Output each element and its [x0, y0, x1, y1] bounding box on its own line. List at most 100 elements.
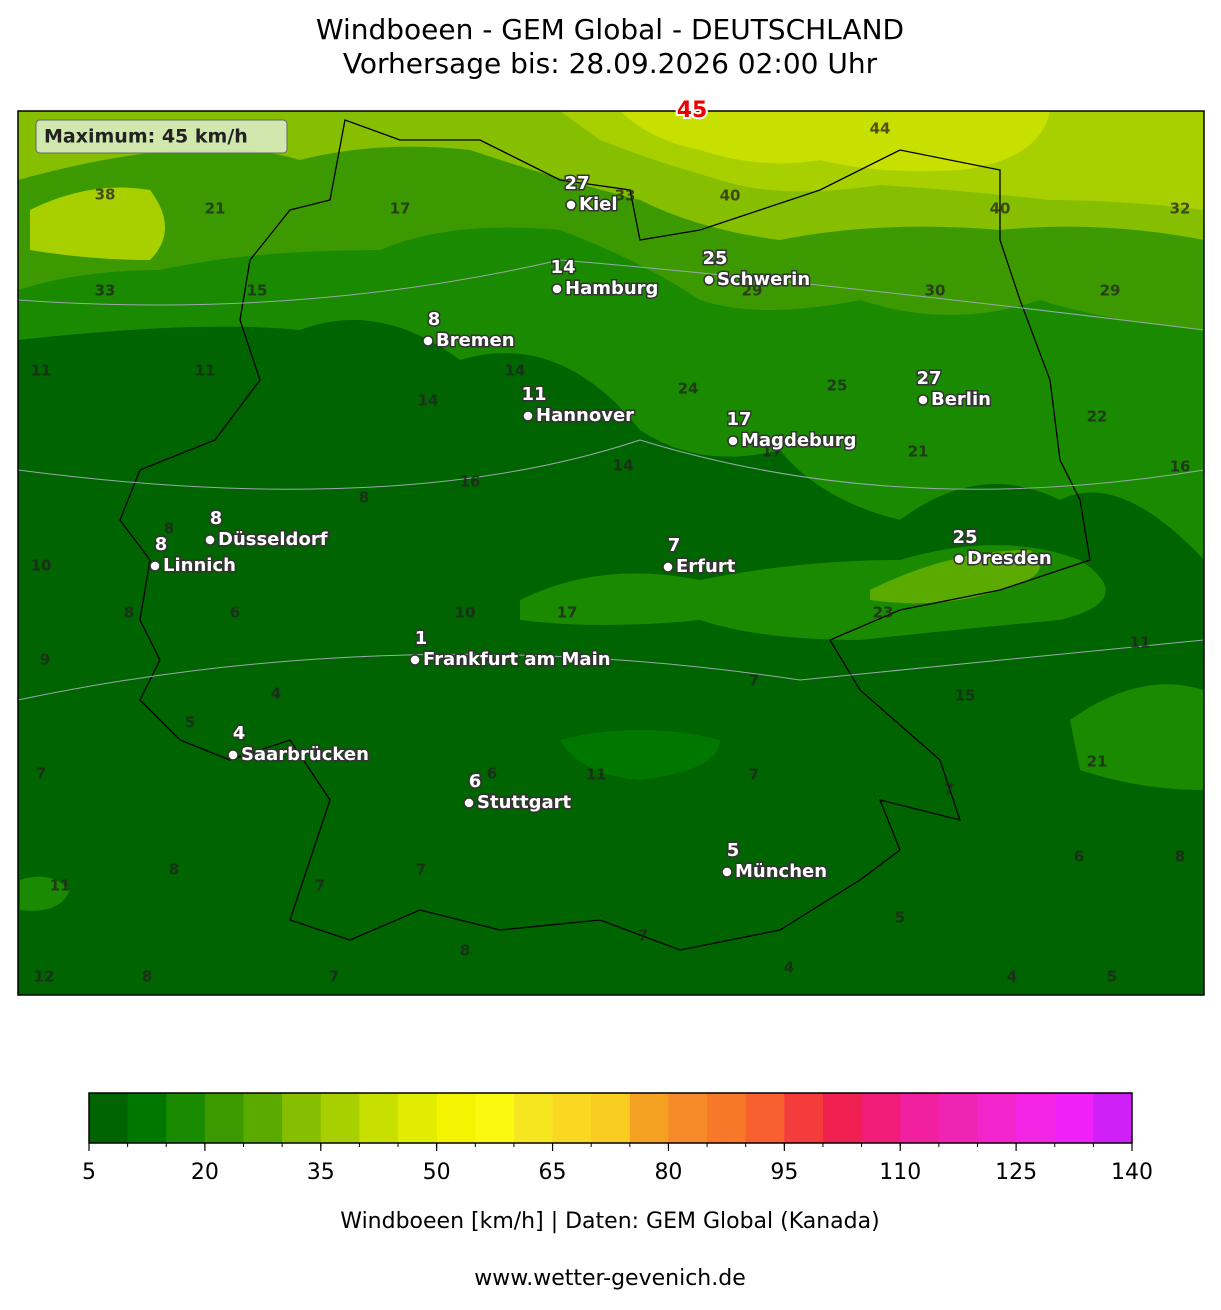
- maximum-box: [35, 119, 288, 154]
- city-value: 14: [550, 257, 575, 278]
- colorbar-swatch: [900, 1093, 940, 1143]
- colorbar-swatch: [513, 1093, 554, 1143]
- city-value: 27: [916, 368, 941, 389]
- contour-label: 6: [230, 604, 240, 622]
- colorbar-tick-label: 95: [770, 1160, 798, 1185]
- city-value: 6: [469, 771, 482, 792]
- colorbar-swatch: [1016, 1093, 1056, 1143]
- city-name: Stuttgart: [477, 792, 572, 813]
- contour-label: 8: [359, 489, 369, 507]
- contour-label: 7: [749, 672, 759, 690]
- colorbar-swatch: [977, 1093, 1017, 1143]
- contour-label: 8: [164, 520, 174, 538]
- city-dot: [522, 410, 534, 422]
- city-dot: [422, 335, 434, 347]
- colorbar-label: Windboeen [km/h] | Daten: GEM Global (Ka…: [340, 1209, 879, 1234]
- colorbar-tick-label: 5: [82, 1160, 96, 1185]
- contour-label: 17: [390, 200, 411, 218]
- colorbar-tick-label: 20: [191, 1160, 219, 1185]
- colorbar-swatch: [822, 1093, 863, 1143]
- contour-label: 10: [31, 557, 52, 575]
- contour-label: 7: [329, 968, 339, 986]
- city-value: 11: [521, 384, 546, 405]
- city-value: 8: [428, 309, 441, 330]
- contour-label: 29: [1100, 282, 1121, 300]
- contour-label: 14: [505, 362, 526, 380]
- city-name: München: [735, 861, 827, 882]
- colorbar-swatch: [591, 1093, 631, 1143]
- contour-label: 40: [720, 187, 741, 205]
- city-dot: [727, 435, 739, 447]
- contour-label: 15: [247, 282, 268, 300]
- colorbar-tick-label: 80: [654, 1160, 682, 1185]
- map-frame: [17, 110, 1205, 996]
- contour-label: 16: [1170, 458, 1191, 476]
- city-name: Schwerin: [717, 269, 810, 290]
- contour-label: 8: [142, 968, 152, 986]
- colorbar-tick-label: 35: [307, 1160, 335, 1185]
- city-dot: [721, 866, 733, 878]
- contour-label: 10: [455, 604, 476, 622]
- colorbar-swatch: [629, 1093, 669, 1143]
- colorbar-swatch: [1054, 1093, 1094, 1143]
- contour-line: [18, 259, 1204, 701]
- city-value: 8: [210, 508, 223, 529]
- city-dot: [409, 654, 421, 666]
- title: Windboeen - GEM Global - DEUTSCHLAND: [316, 13, 904, 46]
- colorbar-tick-label: 125: [995, 1160, 1037, 1185]
- city-name: Kiel: [579, 194, 618, 215]
- city-dot: [551, 283, 563, 295]
- maximum-text: Maximum: 45 km/h: [44, 126, 248, 148]
- city-name: Düsseldorf: [218, 529, 328, 550]
- contour-label: 7: [416, 861, 426, 879]
- contour-label: 8: [460, 942, 470, 960]
- contour-label: 4: [784, 959, 794, 977]
- country-border: [119, 119, 1091, 951]
- contour-label: 5: [1107, 968, 1117, 986]
- contour-label: 6: [1074, 848, 1084, 866]
- contour-label: 11: [195, 362, 216, 380]
- contour-label: 24: [678, 380, 699, 398]
- contour-label: 25: [827, 377, 848, 395]
- contour-label: 40: [990, 200, 1011, 218]
- colorbar-swatch: [1093, 1093, 1133, 1143]
- colorbar-swatch: [668, 1093, 708, 1143]
- city-value: 17: [726, 409, 751, 430]
- colorbar: 5 20 35 50 65 80 95 110 125 140: [82, 1092, 1153, 1185]
- contour-label: 38: [95, 186, 116, 204]
- colorbar-swatch: [398, 1093, 438, 1143]
- colorbar-swatch: [784, 1093, 824, 1143]
- city-value: 8: [155, 534, 168, 555]
- colorbar-swatch: [204, 1093, 245, 1143]
- contour-label: 12: [34, 968, 55, 986]
- contour-label: 21: [1087, 753, 1108, 771]
- contour-label: 7: [749, 766, 759, 784]
- city-dot: [953, 553, 965, 565]
- contour-label: 4: [271, 685, 281, 703]
- contour-label: 8: [169, 861, 179, 879]
- colorbar-swatch: [745, 1093, 785, 1143]
- city-value: 27: [564, 173, 589, 194]
- contour-label: 14: [418, 392, 439, 410]
- colorbar-swatch: [89, 1093, 129, 1143]
- colorbar-swatch: [436, 1093, 476, 1143]
- contour-label: 9: [40, 651, 50, 669]
- contour-label: 8: [1175, 848, 1185, 866]
- colorbar-swatch: [320, 1093, 360, 1143]
- subtitle: Vorhersage bis: 28.09.2026 02:00 Uhr: [343, 47, 878, 80]
- city-dot: [565, 199, 577, 211]
- maximum-marker: 45: [677, 98, 708, 123]
- contour-label: 32: [1170, 200, 1191, 218]
- contour-label: 30: [925, 282, 946, 300]
- city-dot: [703, 274, 715, 286]
- contour-label: 23: [873, 604, 894, 622]
- contour-label: 29: [742, 282, 763, 300]
- contour-label: 11: [50, 877, 71, 895]
- colorbar-swatch: [127, 1093, 167, 1143]
- colorbar-tick-label: 65: [539, 1160, 567, 1185]
- contour-label: 8: [124, 604, 134, 622]
- contour-label: 14: [613, 457, 634, 475]
